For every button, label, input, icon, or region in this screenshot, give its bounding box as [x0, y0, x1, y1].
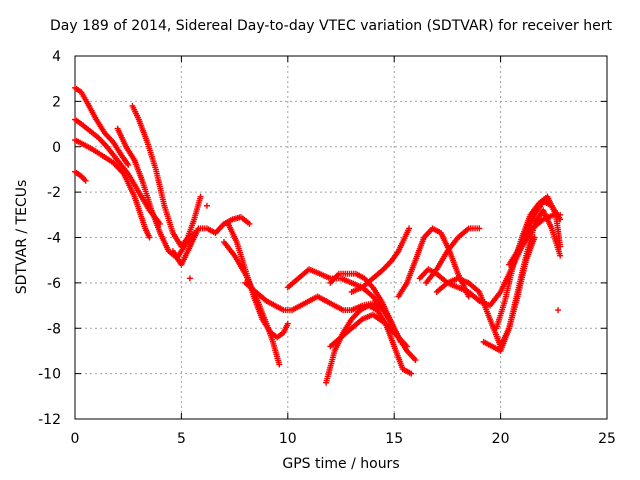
- data-point: [246, 220, 253, 227]
- data-point: [186, 275, 193, 282]
- y-tick-label: -10: [38, 367, 61, 383]
- grid-lines: [75, 56, 607, 419]
- data-point: [557, 216, 564, 223]
- y-tick-label: -8: [47, 321, 61, 337]
- data-point: [203, 202, 210, 209]
- x-tick-label: 5: [177, 431, 186, 447]
- data-point: [555, 307, 562, 314]
- x-tick-label: 10: [279, 431, 297, 447]
- data-point: [476, 225, 483, 232]
- data-point: [408, 370, 415, 377]
- chart-title: Day 189 of 2014, Sidereal Day-to-day VTE…: [50, 18, 612, 34]
- x-tick-label: 15: [385, 431, 403, 447]
- y-tick-label: 2: [52, 94, 61, 110]
- data-point: [146, 234, 153, 241]
- y-axis-label: SDTVAR / TECUs: [14, 179, 30, 295]
- data-point: [531, 234, 538, 241]
- y-tick-label: -2: [47, 185, 61, 201]
- data-point: [82, 177, 89, 184]
- data-point: [412, 357, 419, 364]
- y-tick-label: 4: [52, 49, 61, 65]
- x-tick-label: 20: [492, 431, 510, 447]
- axis-ticks: 0 5 10 15 20 25 -12 -10 -8 -6 -4 -2 0 2 4: [38, 49, 616, 447]
- y-tick-label: -12: [38, 412, 61, 428]
- data-point: [557, 252, 564, 259]
- y-tick-label: 0: [52, 140, 61, 156]
- data-point: [557, 243, 564, 250]
- x-axis-label: GPS time / hours: [282, 456, 400, 472]
- data-point: [125, 161, 132, 168]
- y-tick-label: -4: [47, 231, 61, 247]
- x-tick-label: 0: [71, 431, 80, 447]
- data-point: [284, 320, 291, 327]
- x-tick-label: 25: [598, 431, 616, 447]
- data-point: [403, 343, 410, 350]
- data-point: [276, 361, 283, 368]
- data-points: [72, 84, 564, 386]
- data-point: [197, 193, 204, 200]
- data-point: [406, 225, 413, 232]
- y-tick-label: -6: [47, 276, 61, 292]
